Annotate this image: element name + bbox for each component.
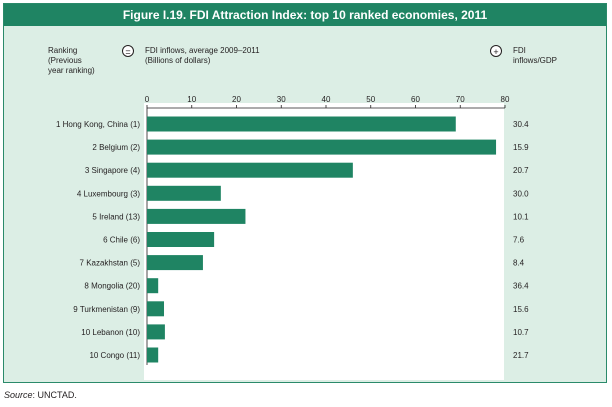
gdp-ratio-label: 30.4 [513,120,529,129]
category-label: 10 Congo (11) [89,351,140,360]
category-label: 10 Lebanon (10) [81,328,140,337]
category-label: 4 Luxembourg (3) [77,189,140,198]
gdp-ratio-label: 20.7 [513,166,529,175]
inflows-header-line: (Billions of dollars) [145,56,211,65]
inflows-header-line: FDI inflows, average 2009–2011 [145,46,260,55]
ranking-header-line: (Previous [48,56,82,65]
x-tick-label: 10 [187,95,196,104]
source-text: : UNCTAD. [32,390,77,400]
bar [147,208,246,224]
gdp-ratio-label: 10.1 [513,212,529,221]
category-label: 8 Mongolia (20) [84,282,140,291]
x-tick-label: 30 [277,95,286,104]
x-tick-label: 70 [456,95,465,104]
ranking-header-line: year ranking) [48,66,95,75]
category-label: 7 Kazakhstan (5) [80,259,141,268]
category-label: 3 Singapore (4) [85,166,140,175]
bar [147,324,165,340]
gdp-header-line: inflows/GDP [513,56,558,65]
gdp-ratio-label: 7.6 [513,236,525,245]
ranking-header-line: Ranking [48,46,78,55]
gdp-ratio-label: 30.0 [513,189,529,198]
bar [147,116,456,132]
gdp-ratio-label: 15.6 [513,305,529,314]
x-tick-label: 80 [501,95,510,104]
ranking-header: Ranking (Previous year ranking) [48,46,95,76]
source-note: Source: UNCTAD. [4,390,77,400]
x-tick-label: 40 [322,95,331,104]
inflows-header: FDI inflows, average 2009–2011 (Billions… [145,46,260,66]
bar [147,255,203,271]
gdp-header: FDI inflows/GDP [513,46,557,66]
gdp-ratio-label: 36.4 [513,282,529,291]
bar [147,185,221,201]
figure-title: Figure I.19. FDI Attraction Index: top 1… [4,4,606,26]
category-label: 2 Belgium (2) [92,143,140,152]
bar [147,232,215,247]
gdp-ratio-label: 21.7 [513,351,529,360]
bar [147,301,165,317]
bar [147,162,353,178]
plus-icon: + [490,45,502,57]
gdp-ratio-label: 10.7 [513,328,529,337]
gdp-ratio-label: 8.4 [513,259,525,268]
x-tick-label: 0 [145,95,150,104]
category-label: 9 Turkmenistan (9) [73,305,140,314]
x-tick-label: 60 [411,95,420,104]
gdp-header-line: FDI [513,46,526,55]
bar [147,278,159,294]
x-tick-label: 20 [232,95,241,104]
category-label: 6 Chile (6) [103,236,140,245]
gdp-ratio-label: 15.9 [513,143,529,152]
bar [147,139,497,155]
bar [147,347,159,363]
source-label: Source [4,390,33,400]
equals-icon: = [122,45,134,57]
category-label: 5 Ireland (13) [92,212,140,221]
category-label: 1 Hong Kong, China (1) [56,120,140,129]
x-tick-label: 50 [366,95,375,104]
